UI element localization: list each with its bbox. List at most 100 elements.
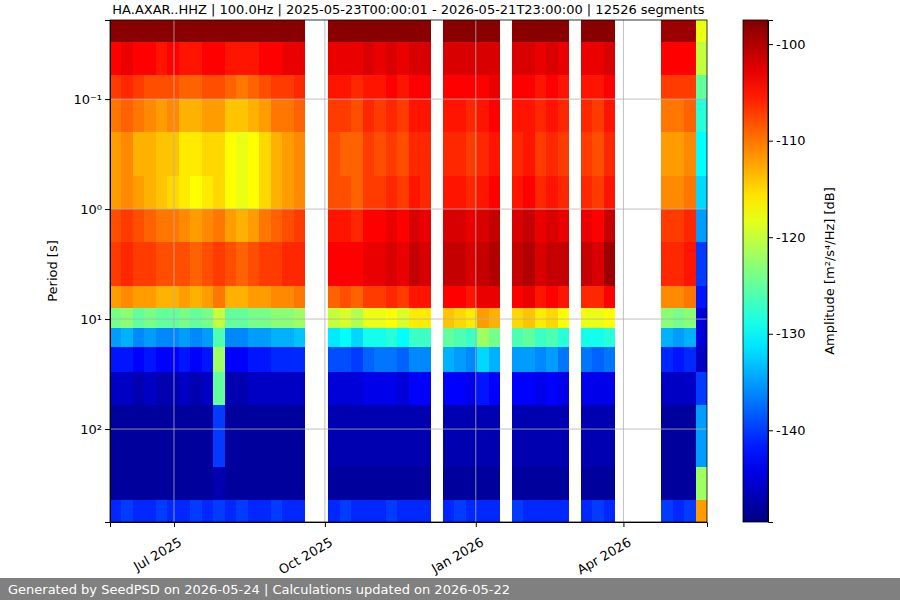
cell: [363, 500, 374, 522]
cell: [259, 75, 270, 99]
cell: [684, 75, 695, 99]
cell: [420, 209, 431, 242]
cell: [443, 308, 454, 327]
cell: [363, 405, 374, 467]
cell: [213, 20, 224, 42]
grid-line: [475, 20, 476, 522]
cell: [604, 328, 615, 347]
cell: [477, 372, 488, 405]
colorbar-title: Amplitude [m²/s⁴/Hz] [dB]: [822, 187, 837, 355]
cell: [340, 372, 351, 405]
cell: [512, 328, 523, 347]
cell: [144, 308, 155, 327]
cell: [167, 500, 178, 522]
cell: [454, 308, 465, 327]
cell: [409, 42, 420, 75]
colorbar-tick: -130: [768, 326, 806, 341]
cell: [443, 20, 454, 42]
cell: [236, 308, 247, 327]
cell: [546, 372, 557, 405]
cell: [202, 328, 213, 347]
cell: [535, 42, 546, 75]
cell: [121, 209, 132, 242]
cell: [454, 132, 465, 176]
cell: [328, 405, 339, 467]
cell: [696, 500, 707, 522]
cell: [592, 209, 603, 242]
cell: [386, 99, 397, 132]
cell: [512, 347, 523, 371]
y-axis-title: Period [s]: [45, 240, 60, 302]
cell: [225, 347, 236, 371]
cell: [661, 20, 672, 42]
cell: [581, 99, 592, 132]
cell: [477, 132, 488, 176]
cell: [259, 500, 270, 522]
cell: [248, 405, 259, 467]
cell: [271, 132, 282, 176]
cell: [454, 99, 465, 132]
cell: [546, 242, 557, 286]
cell: [121, 500, 132, 522]
cell: [156, 500, 167, 522]
cell: [236, 242, 247, 286]
cell: [110, 500, 121, 522]
cell: [167, 209, 178, 242]
cell: [386, 347, 397, 371]
cell: [489, 308, 500, 327]
cell: [259, 467, 270, 500]
cell: [558, 176, 569, 209]
cell: [282, 42, 293, 75]
y-tick-mark: [105, 209, 110, 210]
y-tick-label: 10⁰: [80, 202, 102, 217]
cell: [179, 99, 190, 132]
cell: [271, 405, 282, 467]
cell: [236, 176, 247, 209]
cell: [202, 500, 213, 522]
cell: [340, 75, 351, 99]
cell: [328, 242, 339, 286]
y-tick: 10⁻¹: [73, 92, 110, 107]
y-tick: 10⁰: [80, 202, 110, 217]
cell: [351, 42, 362, 75]
cell: [225, 132, 236, 176]
cell: [420, 242, 431, 286]
cell: [592, 328, 603, 347]
cell: [420, 132, 431, 176]
x-tick-mark: [325, 522, 326, 527]
cell: [592, 99, 603, 132]
cell: [409, 405, 420, 467]
cell: [294, 372, 305, 405]
footer: Generated by SeedPSD on 2026-05-24 | Cal…: [8, 582, 510, 597]
cell: [386, 286, 397, 308]
cell: [409, 467, 420, 500]
cell: [673, 99, 684, 132]
cell: [225, 328, 236, 347]
cell: [190, 286, 201, 308]
cell: [248, 42, 259, 75]
cell: [179, 405, 190, 467]
cell: [271, 500, 282, 522]
cell: [535, 75, 546, 99]
cell: [144, 99, 155, 132]
cell: [144, 467, 155, 500]
cell: [351, 176, 362, 209]
cell: [454, 500, 465, 522]
cell: [340, 308, 351, 327]
cell: [294, 99, 305, 132]
cell: [202, 42, 213, 75]
cell: [374, 467, 385, 500]
cell: [363, 20, 374, 42]
cell: [248, 209, 259, 242]
cell: [225, 286, 236, 308]
cell: [558, 467, 569, 500]
cell: [546, 405, 557, 467]
cell: [202, 347, 213, 371]
grid-line: [110, 209, 707, 210]
cell: [110, 328, 121, 347]
cell: [225, 467, 236, 500]
cell: [179, 75, 190, 99]
cell: [409, 75, 420, 99]
cell: [558, 42, 569, 75]
cell: [397, 20, 408, 42]
